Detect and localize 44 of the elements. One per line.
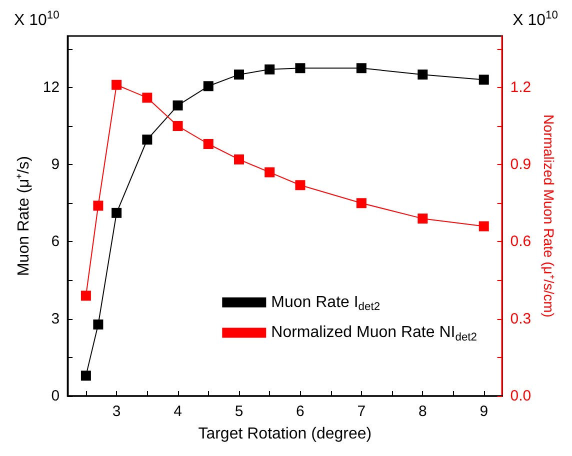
y2-axis-title: Normalized Muon Rate (μ⁺/s/cm) (541, 114, 557, 318)
point (142, 134, 152, 145)
x-tick-label: 9 (480, 403, 488, 420)
text: 0.0 (510, 388, 532, 404)
x-tick-label: 4 (174, 403, 182, 420)
point (234, 154, 244, 164)
point (478, 221, 489, 232)
y-tick-label: 12 (42, 78, 60, 96)
y-tick-label: 6 (51, 233, 60, 250)
point (93, 320, 104, 330)
point (418, 214, 428, 224)
x-tick-label: 8 (418, 403, 427, 420)
point (93, 200, 104, 211)
point (478, 74, 489, 85)
point (264, 167, 275, 178)
x-tick-label: 3 (112, 403, 121, 420)
point (112, 208, 122, 218)
point (356, 198, 366, 208)
point (80, 290, 91, 301)
y-tick-label: 9 (51, 156, 60, 174)
point (356, 63, 366, 74)
x-tick-label: 7 (357, 403, 366, 420)
point (234, 70, 244, 80)
y-tick-label: 3 (51, 310, 60, 328)
y2-tick-label: 0.9 (510, 156, 532, 174)
y2-tick-label: 0.6 (510, 233, 532, 250)
x-tick-label: 5 (234, 403, 244, 420)
point (295, 63, 306, 74)
point (172, 121, 183, 131)
point (112, 80, 122, 90)
point (142, 92, 152, 103)
point (80, 370, 91, 381)
point (203, 139, 214, 149)
y-axis-title: Muon Rate (μ⁺/s) (16, 156, 32, 276)
x-axis-title: Target Rotation (degree) (198, 426, 372, 442)
y2-tick-label: 0.3 (510, 310, 532, 328)
point (264, 64, 275, 74)
point (418, 70, 428, 80)
y-tick-label: 0 (51, 388, 60, 404)
y2-tick-label: 1.2 (510, 78, 532, 96)
point (295, 180, 306, 190)
point (203, 81, 214, 92)
point (172, 100, 183, 110)
x-tick-label: 6 (296, 403, 304, 420)
